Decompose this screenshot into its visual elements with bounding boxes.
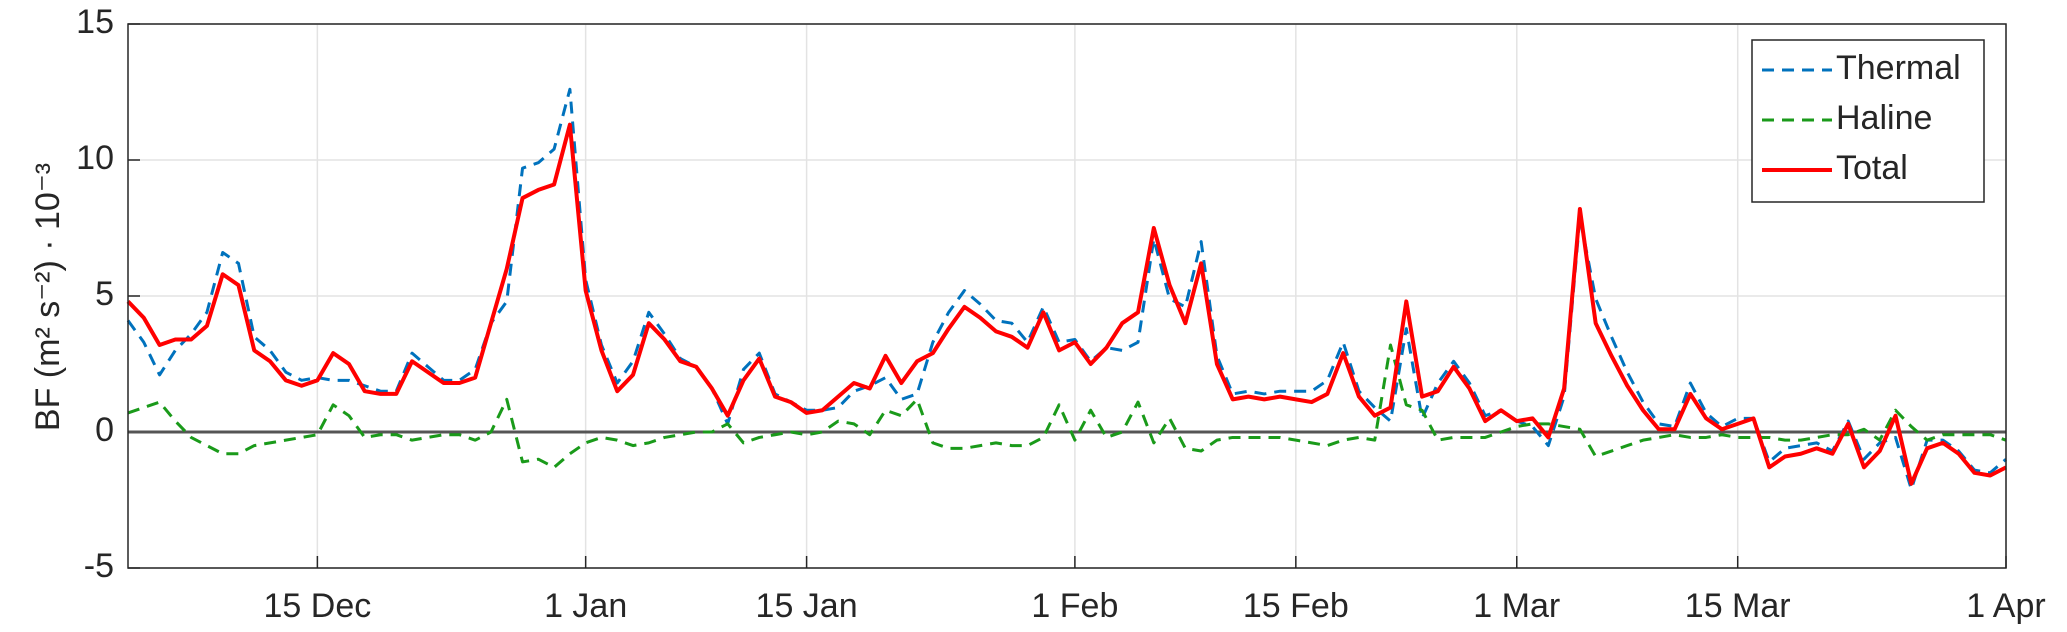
y-tick-label: 15 — [76, 3, 114, 41]
series-line — [127, 343, 2007, 469]
x-tick-label: 1 Mar — [1473, 587, 1560, 625]
x-tick-label: 15 Dec — [264, 587, 372, 625]
legend-label: Total — [1836, 149, 1908, 187]
legend-box — [1751, 39, 1985, 203]
y-tick-label: 10 — [76, 139, 114, 177]
x-tick-label: 1 Jan — [544, 587, 627, 625]
y-tick-label: -5 — [84, 547, 114, 585]
legend-label: Thermal — [1836, 49, 1961, 87]
y-axis-label: BF (m² s⁻²) · 10⁻³ — [29, 163, 67, 431]
legend: Thermal Haline Total — [1751, 39, 1985, 203]
x-tick-label: 15 Mar — [1685, 587, 1791, 625]
x-tick-label: 1 Apr — [1966, 587, 2045, 625]
legend-label: Haline — [1836, 99, 1932, 137]
series-line — [126, 87, 2007, 491]
series-line — [126, 122, 2007, 486]
x-tick-label: 1 Feb — [1031, 587, 1118, 625]
y-tick-label: 5 — [95, 275, 114, 313]
x-tick-label: 15 Jan — [756, 587, 858, 625]
y-tick-label: 0 — [95, 411, 114, 449]
axes-box — [127, 23, 2007, 569]
x-tick-label: 15 Feb — [1243, 587, 1349, 625]
